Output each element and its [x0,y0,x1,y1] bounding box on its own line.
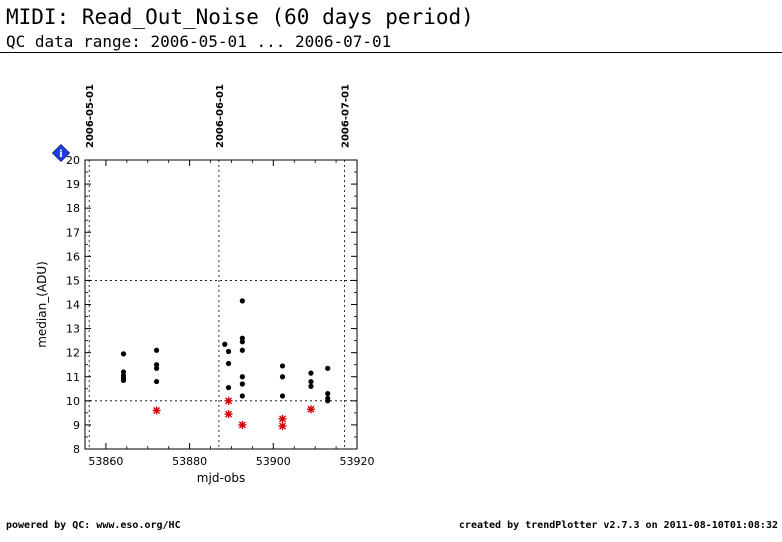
info-badge-label: i [59,149,62,160]
y-axis-label: median_(ADU) [35,261,49,348]
data-point-dot [279,374,286,380]
data-point-star [152,406,161,415]
y-tick-label-4: 12 [66,347,80,360]
y-tick-label-3: 11 [66,371,80,384]
data-point-star [238,420,247,429]
data-point-dot [153,365,160,371]
x-axis-label: mjd-obs [197,471,245,485]
data-point-dot [308,383,314,389]
data-point-dot [225,360,232,367]
date-marker-label-2: 2006-07-01 [340,84,351,148]
data-point-star [278,422,287,431]
data-point-dot [239,298,245,304]
data-point-dot [120,369,127,375]
y-tick-label-7: 15 [66,274,80,287]
data-point-dot [239,347,245,353]
y-tick-label-9: 17 [66,226,80,239]
y-tick-label-11: 19 [66,178,80,191]
data-point-dot [120,377,127,383]
data-point-dot [225,348,232,355]
data-point-dot [153,362,160,368]
data-point-dot [279,393,286,399]
data-point-dot [325,365,331,371]
footer-created-by: created by trendPlotter v2.7.3 on 2011-0… [458,520,778,531]
data-point-dot [239,335,245,341]
y-tick-label-6: 14 [66,299,80,312]
data-point-dot [325,398,331,404]
data-point-dot [153,378,160,385]
x-tick-label-3: 53920 [340,455,375,468]
data-point-dot [239,374,245,380]
data-point-dot [225,384,232,391]
x-tick-label-2: 53900 [256,455,291,468]
data-point-dot [279,363,286,369]
scatter-chart: 2006-05-01 2006-06-01 2006-07-01 8 9 10 11 12 13… [35,84,375,485]
data-point-dot [308,378,314,385]
data-point-dot [239,339,245,345]
data-point-star [224,396,233,405]
data-point-dot [325,391,331,397]
x-tick-label-0: 53860 [88,455,123,468]
date-marker-label-0: 2006-05-01 [85,84,96,148]
y-tick-label-12: 20 [66,154,80,167]
y-tick-label-0: 8 [73,443,80,456]
x-tick-label-1: 53880 [172,455,207,468]
data-point-star [306,405,315,414]
footer-powered-by: powered by QC: www.eso.org/HC [6,520,181,531]
header-divider [0,52,782,53]
data-point-dot [239,381,245,387]
y-tick-label-8: 16 [66,250,80,263]
data-point-star [278,414,287,423]
data-point-dot [153,347,160,353]
data-point-star [224,410,233,419]
data-point-dot [120,351,127,357]
y-tick-label-10: 18 [66,202,80,215]
page-title: MIDI: Read_Out_Noise (60 days period) [6,5,474,29]
data-point-dot [222,341,228,347]
y-tick-label-5: 13 [66,323,80,336]
plot-frame [84,159,358,450]
y-tick-label-2: 10 [66,395,80,408]
date-marker-label-1: 2006-06-01 [215,84,226,148]
y-tick-label-1: 9 [73,419,80,432]
info-badge-icon [51,143,71,163]
data-point-dot [239,393,245,399]
data-point-dot [308,370,314,376]
page-subtitle: QC data range: 2006-05-01 ... 2006-07-01 [6,32,392,51]
